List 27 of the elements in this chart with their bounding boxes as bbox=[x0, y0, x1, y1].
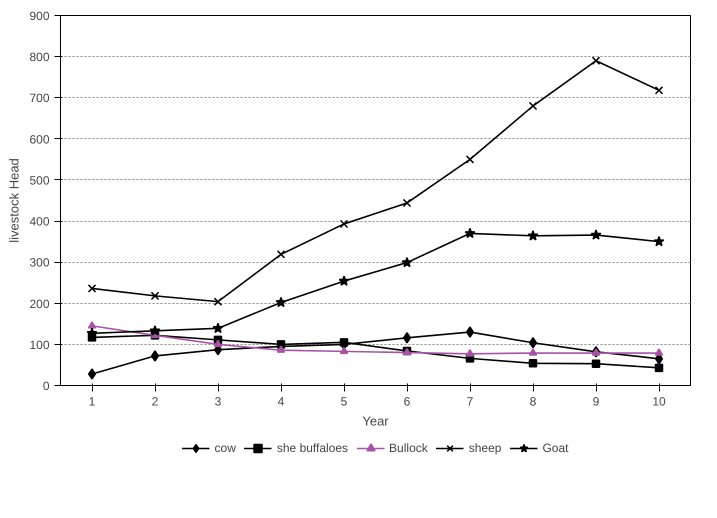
y-tick-label: 700 bbox=[29, 91, 50, 106]
y-tick-label: 300 bbox=[29, 256, 50, 270]
x-tick-label: 4 bbox=[278, 394, 285, 408]
x-tick-label: 9 bbox=[592, 394, 600, 408]
x-tick-label: 6 bbox=[404, 394, 411, 408]
x-tick-label: 1 bbox=[88, 394, 96, 408]
x-tick-label: 10 bbox=[652, 394, 666, 408]
y-tick-label: 900 bbox=[29, 9, 50, 23]
y-tick-label: 400 bbox=[29, 214, 50, 229]
x-tick-label: 8 bbox=[530, 394, 537, 408]
x-tick-label: 5 bbox=[340, 394, 348, 408]
y-tick-label: 200 bbox=[29, 296, 50, 311]
legend-label: she buffaloes bbox=[276, 441, 348, 455]
legend-label: Goat bbox=[542, 441, 568, 455]
y-tick-label: 0 bbox=[42, 379, 50, 393]
legend-label: Bullock bbox=[389, 441, 428, 455]
y-tick-label: 600 bbox=[29, 132, 50, 146]
y-axis-title: livestock Head bbox=[6, 158, 22, 243]
y-tick-label: 100 bbox=[29, 338, 50, 352]
y-tick-label: 500 bbox=[29, 173, 50, 188]
x-tick-label: 2 bbox=[152, 394, 159, 408]
legend-label: cow bbox=[214, 441, 236, 455]
x-tick-label: 7 bbox=[466, 394, 474, 408]
legend-label: sheep bbox=[468, 441, 502, 455]
x-tick-label: 3 bbox=[214, 394, 222, 408]
x-axis-title: Year bbox=[362, 414, 390, 428]
y-tick-label: 800 bbox=[29, 50, 50, 64]
